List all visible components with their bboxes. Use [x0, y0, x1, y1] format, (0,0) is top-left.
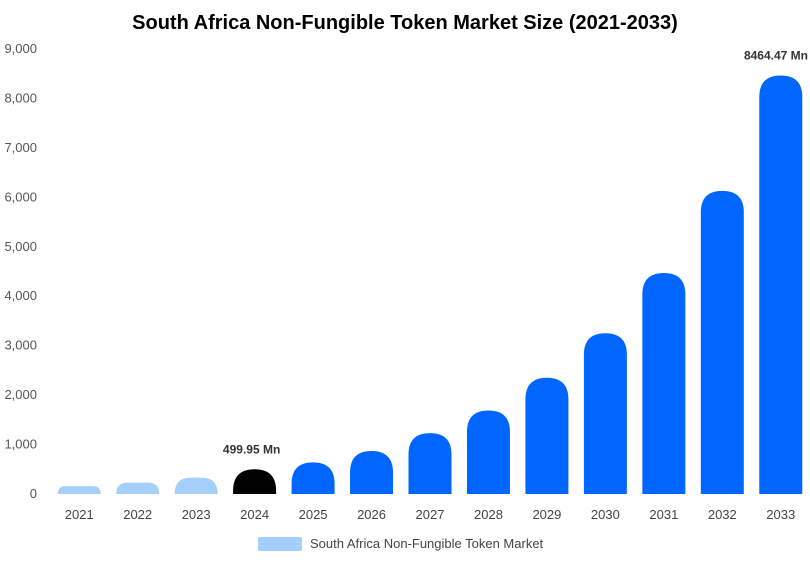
legend-swatch: [258, 537, 302, 551]
bars: [57, 75, 803, 495]
legend-label: South Africa Non-Fungible Token Market: [310, 536, 544, 551]
bar-2025[interactable]: [291, 462, 335, 494]
bar-2033[interactable]: [759, 75, 803, 495]
bar-2032[interactable]: [700, 190, 744, 494]
data-label-2024: 499.95 Mn: [223, 442, 280, 456]
bar-2022[interactable]: [116, 482, 160, 494]
x-tick-label: 2028: [474, 507, 503, 522]
x-axis: 2021 2022 2023 2024 2025 2026 2027 2028 2029 2030…: [65, 507, 795, 522]
data-labels: 499.95 Mn 8464.47 Mn: [223, 48, 808, 456]
y-tick-label: 8,000: [4, 90, 37, 105]
bar-2021[interactable]: [57, 486, 101, 494]
y-axis: 0 1,000 2,000 3,000 4,000 5,000 6,000 7,000 8,00…: [4, 41, 37, 501]
y-tick-label: 2,000: [4, 387, 37, 402]
bar-2024[interactable]: [233, 469, 277, 494]
x-tick-label: 2029: [532, 507, 561, 522]
y-tick-label: 9,000: [4, 41, 37, 56]
y-tick-label: 3,000: [4, 338, 37, 353]
x-tick-label: 2023: [182, 507, 211, 522]
x-tick-label: 2021: [65, 507, 94, 522]
y-tick-label: 5,000: [4, 239, 37, 254]
chart-title: South Africa Non-Fungible Token Market S…: [132, 12, 678, 34]
x-tick-label: 2027: [416, 507, 445, 522]
x-tick-label: 2024: [240, 507, 269, 522]
x-tick-label: 2033: [766, 507, 795, 522]
x-tick-label: 2032: [708, 507, 737, 522]
bar-2026[interactable]: [350, 450, 394, 494]
y-tick-label: 7,000: [4, 140, 37, 155]
y-tick-label: 6,000: [4, 189, 37, 204]
data-label-2033: 8464.47 Mn: [744, 48, 808, 62]
x-tick-label: 2030: [591, 507, 620, 522]
y-tick-label: 0: [30, 486, 37, 501]
bar-2028[interactable]: [466, 410, 510, 494]
bar-2027[interactable]: [408, 433, 452, 494]
bar-2029[interactable]: [525, 377, 569, 494]
legend[interactable]: South Africa Non-Fungible Token Market: [258, 536, 544, 551]
x-tick-label: 2031: [649, 507, 678, 522]
x-tick-label: 2025: [299, 507, 328, 522]
bar-2031[interactable]: [642, 272, 686, 494]
y-tick-label: 4,000: [4, 288, 37, 303]
bar-2030[interactable]: [583, 333, 627, 494]
y-tick-label: 1,000: [4, 437, 37, 452]
x-tick-label: 2026: [357, 507, 386, 522]
x-tick-label: 2022: [123, 507, 152, 522]
bar-2023[interactable]: [174, 477, 218, 494]
